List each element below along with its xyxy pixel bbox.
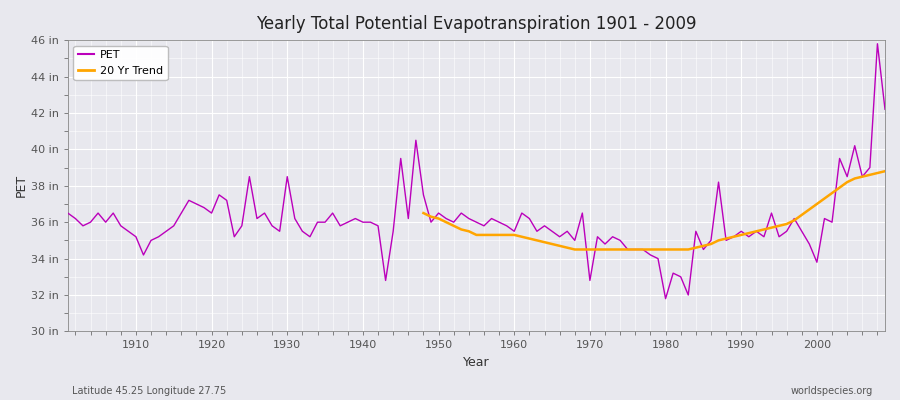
Text: Latitude 45.25 Longitude 27.75: Latitude 45.25 Longitude 27.75 xyxy=(72,386,226,396)
X-axis label: Year: Year xyxy=(464,356,490,369)
Y-axis label: PET: PET xyxy=(15,174,28,197)
Legend: PET, 20 Yr Trend: PET, 20 Yr Trend xyxy=(74,46,167,80)
Text: worldspecies.org: worldspecies.org xyxy=(791,386,873,396)
Title: Yearly Total Potential Evapotranspiration 1901 - 2009: Yearly Total Potential Evapotranspiratio… xyxy=(256,15,697,33)
